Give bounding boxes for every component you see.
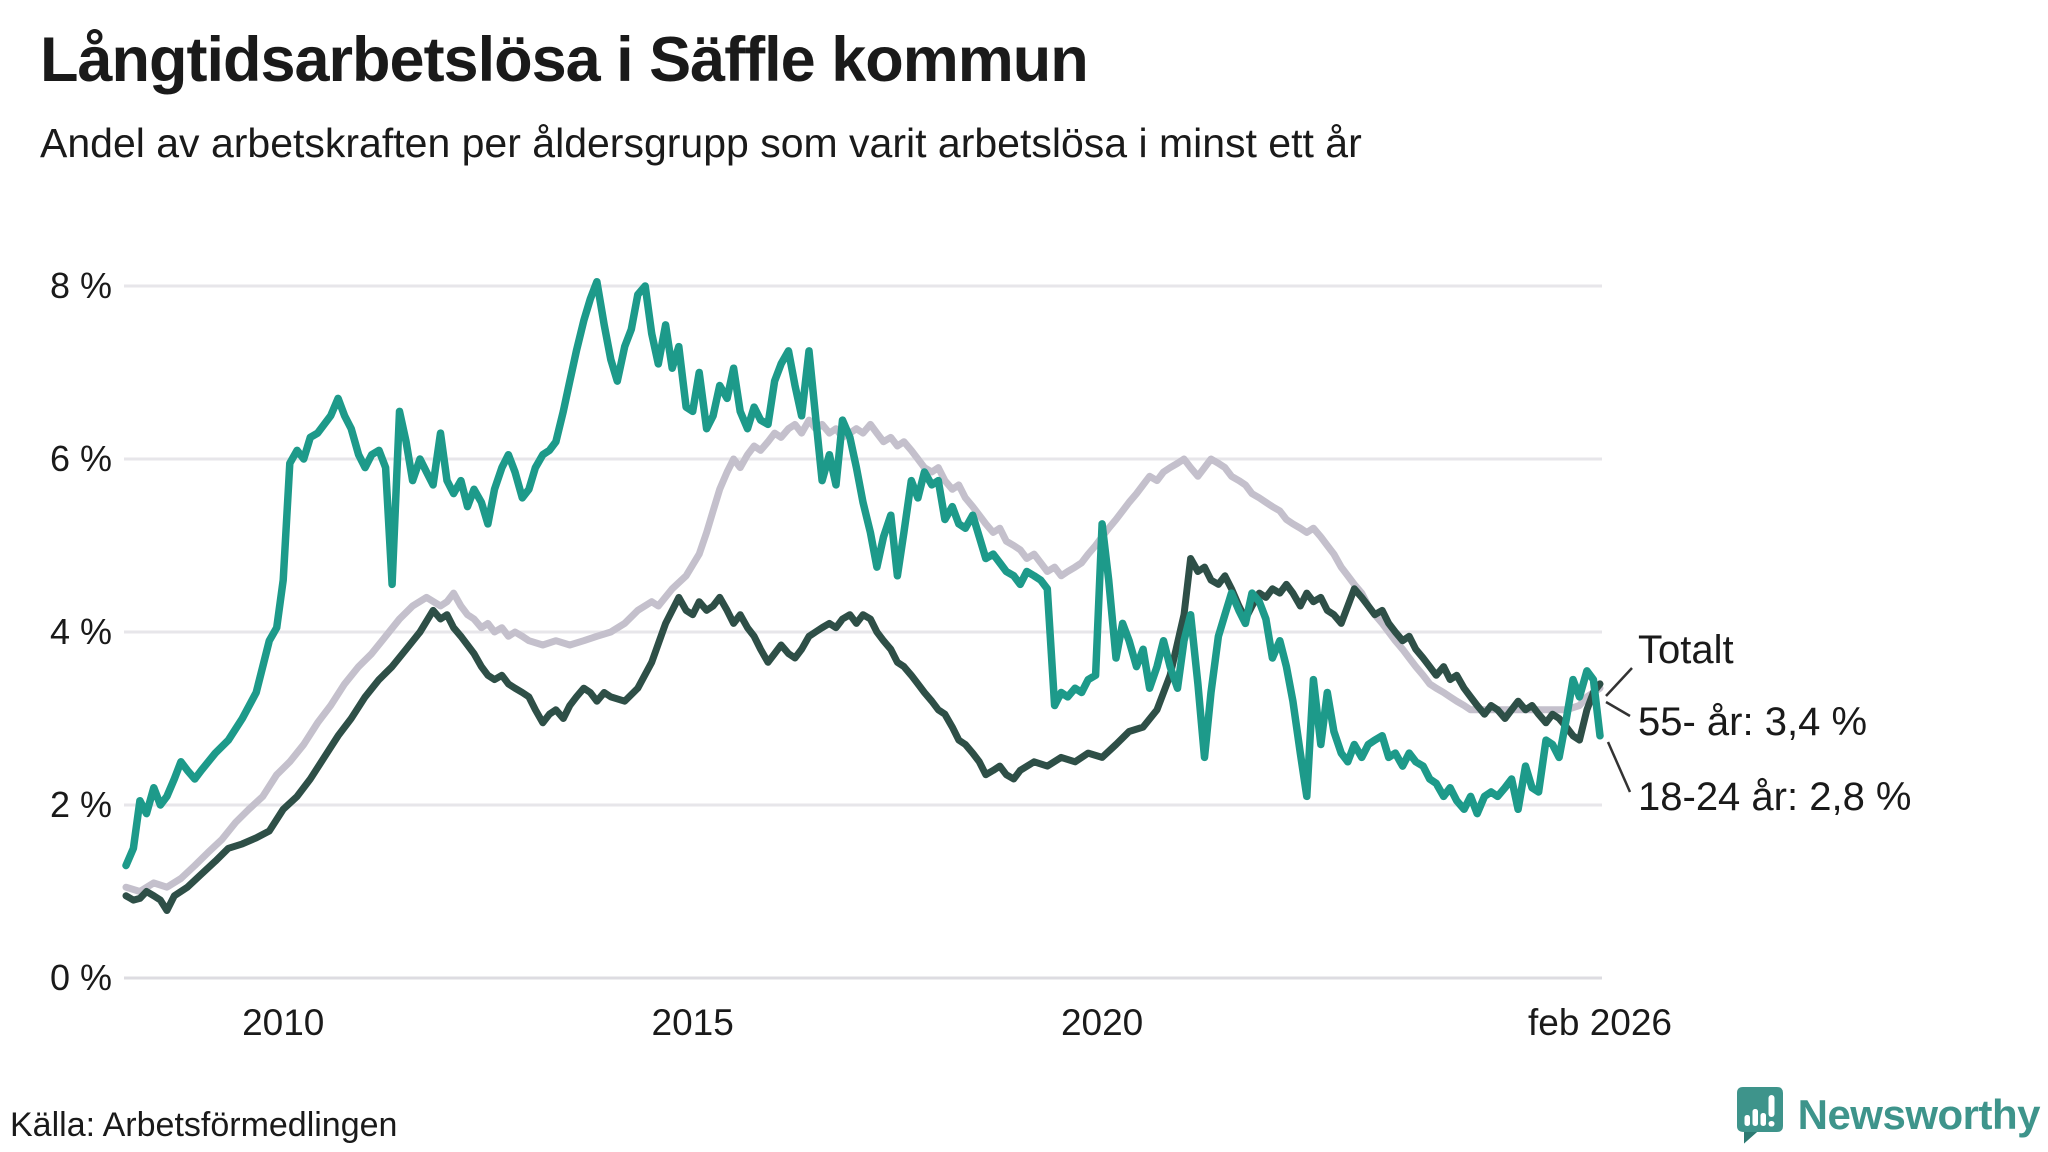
annotation-label-totalt: Totalt [1638, 628, 1734, 672]
annotation-connector-totalt [1605, 667, 1633, 697]
y-tick-label-6: 6 % [49, 438, 112, 479]
newsworthy-wordmark: Newsworthy [1797, 1091, 2041, 1138]
series-line-totalt [122, 416, 1604, 895]
x-tick-label-2010: 2010 [242, 1002, 325, 1043]
annotation-connector-s1824 [1606, 741, 1632, 793]
annotation-connector-s55 [1605, 700, 1631, 718]
newsworthy-bubble-chart-icon [1736, 1087, 1783, 1144]
series-line-s55 [122, 555, 1604, 914]
series-line-s1824 [122, 277, 1604, 870]
y-tick-label-2: 2 % [49, 784, 112, 825]
y-tick-label-8: 8 % [49, 265, 112, 306]
source-note: Källa: Arbetsförmedlingen [10, 1106, 398, 1144]
x-tick-label-2020: 2020 [1060, 1002, 1144, 1043]
chart-subtitle: Andel av arbetskraften per åldersgrupp s… [40, 120, 1362, 166]
annotation-label-s55: 55- år: 3,4 % [1638, 700, 1868, 744]
page-title: Långtidsarbetslösa i Säffle kommun [40, 25, 1089, 95]
x-tick-label-2015: 2015 [651, 1002, 734, 1043]
newsworthy-logo: Newsworthy [1736, 1086, 2041, 1144]
x-tick-label-feb-2026: feb 2026 [1527, 1002, 1673, 1043]
annotation-label-s1824: 18-24 år: 2,8 % [1638, 775, 1912, 819]
y-tick-label-0: 0 % [49, 957, 112, 998]
y-tick-label-4: 4 % [49, 611, 112, 652]
